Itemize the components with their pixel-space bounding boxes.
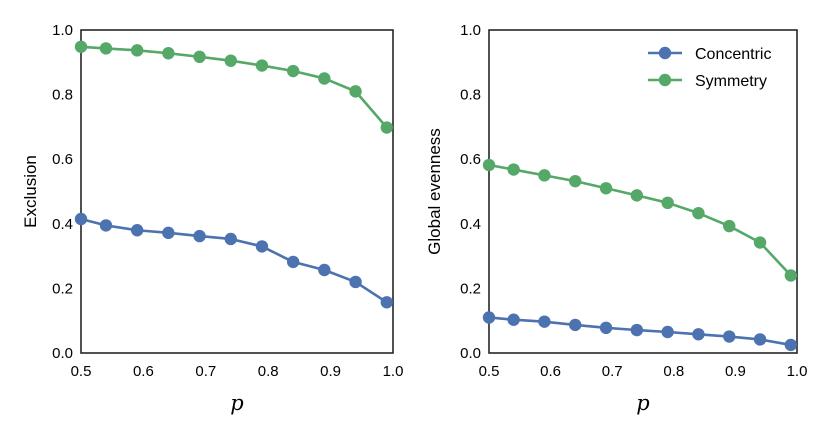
y-tick-label: 0.2	[52, 280, 73, 297]
x-tick-label: 0.6	[540, 363, 561, 380]
y-axis-label: Global evenness	[425, 128, 444, 255]
y-tick-label: 0.0	[52, 345, 73, 362]
legend: Concentric Symmetry	[648, 46, 771, 90]
y-tick-label: 0.6	[460, 151, 481, 168]
symmetry-series-point	[74, 40, 88, 53]
x-tick-label: 0.9	[320, 363, 341, 380]
y-tick-label: 1.0	[460, 22, 481, 39]
concentric-series-point	[538, 315, 551, 328]
symmetry-series-point	[130, 44, 144, 57]
symmetry-series-point	[753, 236, 767, 249]
symmetry-series-point	[630, 189, 644, 202]
left-chart-exclusion: 0.5 0.6 0.7 0.8 0.9 1.0 0.0 0.2 0.4 0.6 0.8 1.0 p Exc…	[21, 22, 403, 415]
symmetry-series-point	[538, 169, 551, 182]
plot-area-frame	[488, 29, 798, 354]
x-axis-label: p	[636, 391, 649, 415]
concentric-series-point	[224, 232, 237, 246]
symmetry-series-point	[692, 206, 705, 220]
concentric-series-point	[482, 311, 496, 324]
y-tick-label: 0.6	[52, 151, 73, 168]
concentric-series-point	[507, 313, 520, 326]
legend-symmetry-marker	[658, 73, 672, 87]
concentric-series-point	[193, 229, 206, 243]
legend-concentric-marker	[658, 46, 672, 60]
x-tick-label: 0.8	[663, 363, 684, 380]
symmetry-series-point	[482, 158, 496, 172]
symmetry-series-point	[349, 85, 362, 98]
concentric-series-point	[723, 330, 736, 343]
symmetry-series-point	[507, 163, 520, 176]
x-tick-label: 0.5	[71, 363, 92, 380]
concentric-series-point	[599, 321, 613, 335]
concentric-series-point	[380, 296, 393, 309]
y-tick-label: 0.0	[460, 345, 481, 362]
concentric-series-point	[162, 226, 175, 240]
symmetry-series-point	[99, 42, 113, 55]
concentric-series-point	[630, 323, 644, 337]
symmetry-series-point	[784, 269, 798, 282]
y-tick-label: 0.2	[460, 280, 481, 297]
right-chart-global-evenness: 0.5 0.6 0.7 0.8 0.9 1.0 0.0 0.2 0.4 0.6 0.8 1.0 p Glo…	[425, 22, 807, 415]
plot-area-frame	[80, 29, 394, 354]
concentric-series-point	[661, 325, 674, 339]
x-tick-label: 1.0	[787, 363, 808, 380]
concentric-series-point	[130, 224, 144, 237]
concentric-series-point	[692, 328, 705, 341]
x-tick-label: 0.9	[725, 363, 746, 380]
symmetry-series-point	[286, 64, 300, 78]
symmetry-series-point	[380, 121, 393, 134]
concentric-series-point	[569, 318, 582, 332]
y-tick-label: 0.8	[52, 87, 73, 104]
x-tick-label: 0.7	[195, 363, 216, 380]
concentric-series-point	[318, 263, 331, 277]
y-axis-label: Exclusion	[21, 155, 40, 228]
x-axis-label: p	[230, 391, 243, 415]
concentric-series-point	[349, 275, 362, 289]
symmetry-series-point	[193, 50, 206, 64]
symmetry-series-point	[318, 72, 331, 85]
x-tick-label: 0.7	[602, 363, 623, 380]
concentric-series-point	[784, 338, 798, 352]
concentric-series-point	[255, 240, 269, 253]
concentric-series-point	[99, 219, 113, 232]
concentric-series-point	[286, 255, 300, 269]
symmetry-series-point	[569, 174, 582, 188]
symmetry-series-point	[224, 54, 237, 67]
concentric-series-point	[74, 212, 88, 226]
x-tick-label: 0.6	[133, 363, 154, 380]
x-tick-label: 0.8	[258, 363, 279, 380]
symmetry-series-point	[599, 182, 613, 195]
symmetry-series-point	[162, 47, 175, 60]
legend-symmetry-label: Symmetry	[695, 73, 767, 90]
y-tick-label: 1.0	[52, 22, 73, 39]
y-tick-label: 0.4	[460, 216, 481, 233]
x-tick-label: 1.0	[383, 363, 404, 380]
concentric-series-point	[753, 333, 767, 346]
legend-concentric-label: Concentric	[695, 46, 771, 63]
symmetry-series-point	[723, 219, 736, 233]
y-tick-label: 0.8	[460, 87, 481, 104]
y-tick-label: 0.4	[52, 216, 73, 233]
x-tick-label: 0.5	[479, 363, 500, 380]
symmetry-series-point	[255, 59, 269, 72]
symmetry-series-point	[661, 196, 674, 210]
